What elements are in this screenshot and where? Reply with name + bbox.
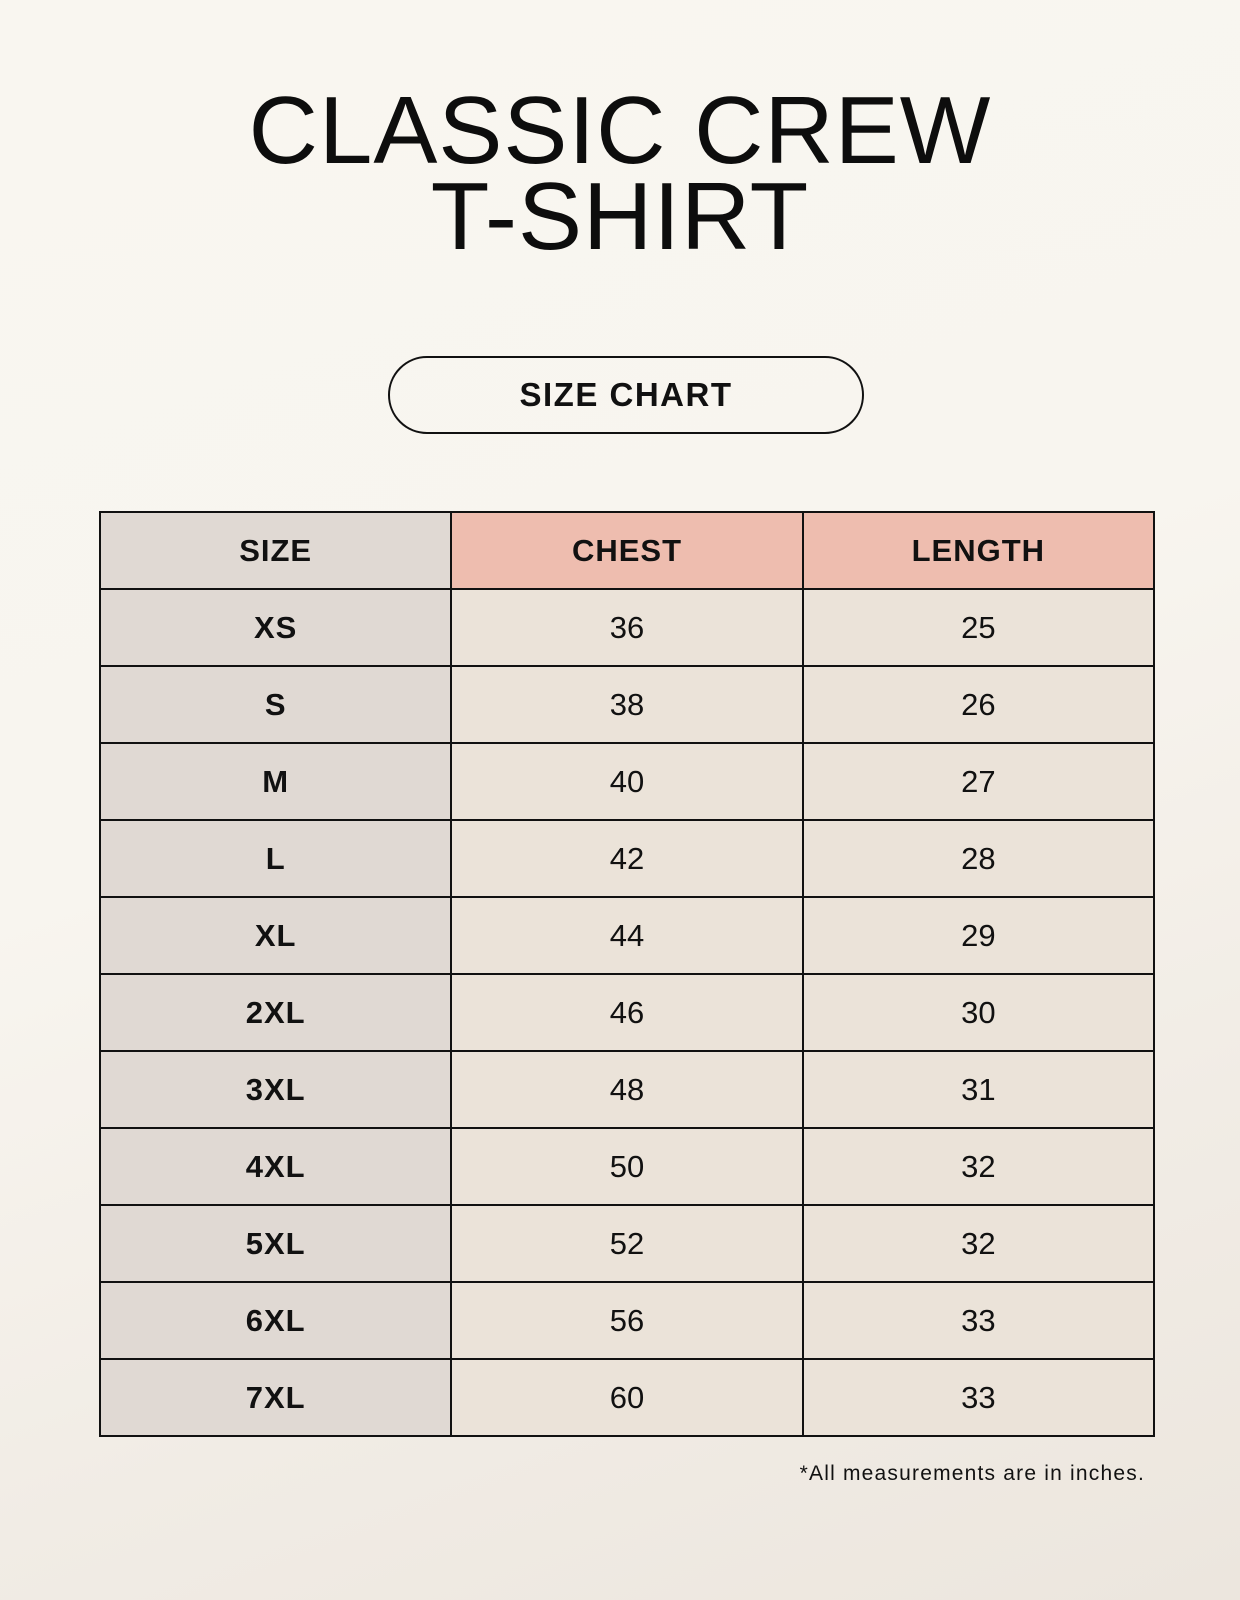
length-cell: 32 <box>801 1204 1156 1283</box>
table-row: 3XL 48 31 <box>98 1050 1156 1129</box>
table-row: S 38 26 <box>98 665 1156 744</box>
title-line-1: CLASSIC CREW <box>248 77 992 184</box>
table-row: 4XL 50 32 <box>98 1127 1156 1206</box>
length-cell: 33 <box>801 1281 1156 1360</box>
chest-cell: 56 <box>450 1281 804 1360</box>
length-cell: 26 <box>801 665 1156 744</box>
table-row: XL 44 29 <box>98 896 1156 975</box>
size-chart-badge: SIZE CHART <box>388 356 864 434</box>
length-cell: 27 <box>801 742 1156 821</box>
chest-cell: 42 <box>450 819 804 898</box>
size-cell: XL <box>98 896 453 975</box>
chest-cell: 44 <box>450 896 804 975</box>
size-cell: M <box>98 742 453 821</box>
size-cell: 2XL <box>98 973 453 1052</box>
length-cell: 33 <box>801 1358 1156 1437</box>
size-cell: XS <box>98 588 453 667</box>
size-table: SIZE CHEST LENGTH XS 36 25 S 38 26 M 40 27 L 42 28 X… <box>98 511 1156 1437</box>
chest-cell: 46 <box>450 973 804 1052</box>
title-line-2: T-SHIRT <box>430 163 810 270</box>
length-cell: 28 <box>801 819 1156 898</box>
table-row: XS 36 25 <box>98 588 1156 667</box>
length-cell: 32 <box>801 1127 1156 1206</box>
table-row: 7XL 60 33 <box>98 1358 1156 1437</box>
size-cell: L <box>98 819 453 898</box>
length-cell: 30 <box>801 973 1156 1052</box>
chest-cell: 60 <box>450 1358 804 1437</box>
length-cell: 29 <box>801 896 1156 975</box>
footnote: *All measurements are in inches. <box>799 1462 1145 1485</box>
length-cell: 25 <box>801 588 1156 667</box>
table-header-row: SIZE CHEST LENGTH <box>98 511 1156 590</box>
table-row: L 42 28 <box>98 819 1156 898</box>
chest-cell: 48 <box>450 1050 804 1129</box>
size-cell: 6XL <box>98 1281 453 1360</box>
size-cell: S <box>98 665 453 744</box>
chest-cell: 52 <box>450 1204 804 1283</box>
table-row: 2XL 46 30 <box>98 973 1156 1052</box>
chest-cell: 40 <box>450 742 804 821</box>
page-title: CLASSIC CREW T-SHIRT <box>0 77 1240 270</box>
chest-cell: 38 <box>450 665 804 744</box>
length-cell: 31 <box>801 1050 1156 1129</box>
size-cell: 7XL <box>98 1358 453 1437</box>
size-cell: 5XL <box>98 1204 453 1283</box>
size-cell: 3XL <box>98 1050 453 1129</box>
table-row: 6XL 56 33 <box>98 1281 1156 1360</box>
chest-cell: 50 <box>450 1127 804 1206</box>
table-row: 5XL 52 32 <box>98 1204 1156 1283</box>
header-size: SIZE <box>98 511 453 590</box>
size-cell: 4XL <box>98 1127 453 1206</box>
chest-cell: 36 <box>450 588 804 667</box>
header-length: LENGTH <box>801 511 1156 590</box>
header-chest: CHEST <box>450 511 804 590</box>
table-row: M 40 27 <box>98 742 1156 821</box>
